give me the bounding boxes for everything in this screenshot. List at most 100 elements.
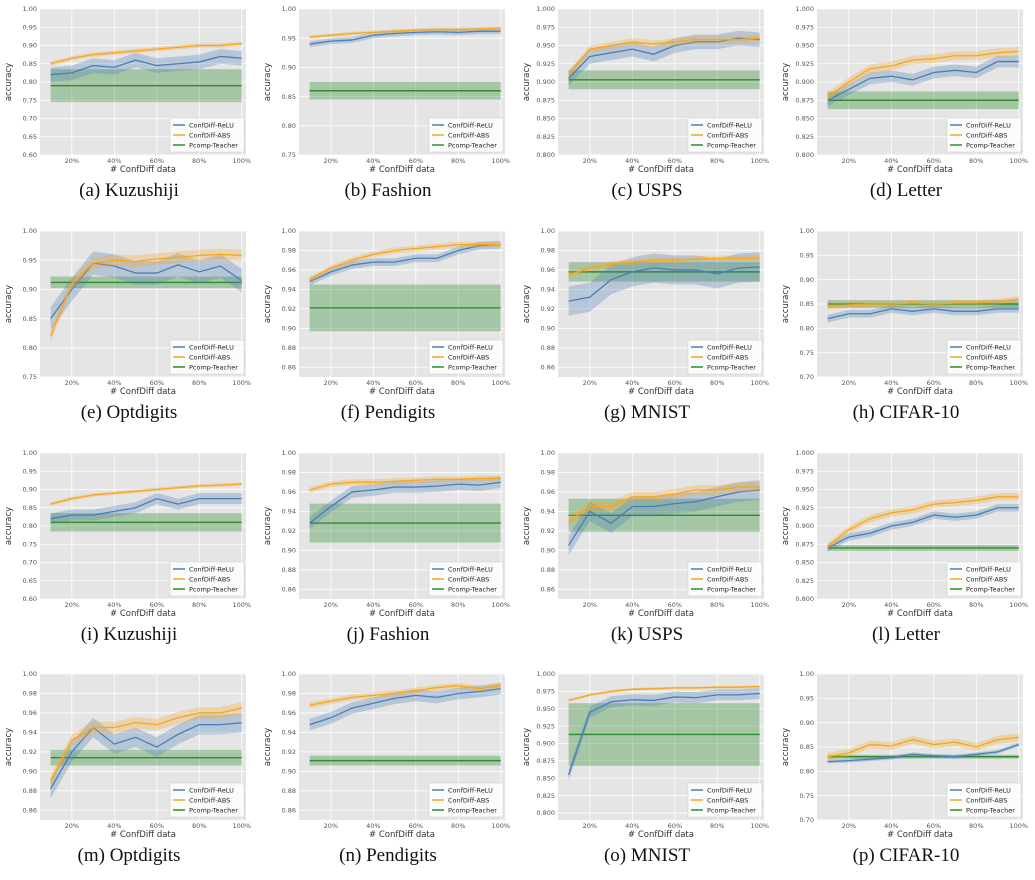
panel-caption: (j) Fashion	[346, 624, 430, 645]
x-tick-label: 60%	[927, 379, 941, 387]
confdiff-relu-line	[568, 489, 760, 546]
y-tick-label: 0.92	[541, 527, 555, 535]
y-tick-label: 1.00	[282, 670, 296, 678]
y-tick-label: 0.90	[23, 286, 37, 294]
x-axis-label: # ConfDiff data	[369, 165, 435, 175]
y-tick-label: 0.925	[795, 504, 814, 512]
x-axis-label: # ConfDiff data	[110, 165, 176, 175]
x-tick-label: 20%	[842, 379, 856, 387]
y-axis-label: accuracy	[781, 285, 791, 323]
legend-label: ConfDiff-ABS	[189, 796, 230, 804]
confdiff-relu-line	[568, 692, 760, 776]
confdiff-abs-line	[827, 298, 1019, 308]
y-tick-label: 0.94	[282, 286, 296, 294]
y-tick-label: 0.88	[23, 787, 37, 795]
confdiff-relu-band	[50, 712, 242, 799]
y-tick-label: 0.92	[282, 748, 296, 756]
legend-label: ConfDiff-ReLU	[707, 565, 752, 573]
panel-caption: (n) Pendigits	[339, 845, 437, 866]
x-tick-label: 40%	[366, 601, 380, 609]
x-axis-label: # ConfDiff data	[887, 830, 953, 840]
panel-caption: (f) Pendigits	[340, 402, 436, 423]
y-tick-label: 0.60	[23, 595, 37, 603]
confdiff-abs-line	[309, 243, 501, 281]
confdiff-abs-band	[568, 34, 760, 79]
x-axis-label: # ConfDiff data	[628, 830, 694, 840]
x-tick-label: 60%	[409, 379, 423, 387]
x-tick-label: 80%	[192, 601, 206, 609]
y-tick-label: 0.85	[23, 315, 37, 323]
panel-caption: (m) Optdigits	[77, 845, 181, 866]
confdiff-abs-line	[568, 486, 760, 522]
y-tick-label: 0.90	[282, 547, 296, 555]
chart-svg: 0.800 0.825 0.850 0.875 0.900 0.925 0.950 0.975…	[781, 449, 1028, 619]
x-tick-label: 80%	[451, 601, 465, 609]
x-tick-label: 100%	[232, 379, 251, 387]
y-tick-label: 0.90	[23, 486, 37, 494]
y-tick-label: 0.98	[541, 247, 555, 255]
y-tick-label: 0.70	[23, 559, 37, 567]
y-tick-label: 0.88	[282, 344, 296, 352]
confdiff-relu-line	[50, 55, 242, 76]
y-tick-label: 0.950	[795, 42, 814, 50]
confdiff-relu-band	[50, 49, 242, 82]
y-tick-label: 0.800	[795, 595, 814, 603]
panel-caption: (p) CIFAR-10	[852, 845, 960, 866]
y-tick-label: 0.950	[536, 705, 555, 713]
y-tick-label: 0.900	[536, 740, 555, 748]
legend-box	[687, 782, 763, 818]
x-tick-label: 100%	[750, 157, 769, 165]
y-tick-label: 0.875	[536, 757, 555, 765]
panel-caption: (c) USPS	[611, 180, 683, 201]
chart-panel: 0.800 0.825 0.850 0.875 0.900 0.925 0.950 0.975…	[777, 0, 1035, 215]
y-tick-label: 0.975	[795, 23, 814, 31]
y-tick-label: 0.875	[795, 540, 814, 548]
chart-svg: 0.60 0.65 0.70 0.75 0.80 0.85 0.90 0.95 1.00 20% 4…	[4, 5, 251, 175]
x-tick-label: 100%	[232, 601, 251, 609]
y-tick-label: 0.60	[23, 151, 37, 159]
chart-svg: 0.75 0.80 0.85 0.90 0.95 1.00 20% 40% 60% 80% 100%…	[263, 5, 510, 175]
y-tick-label: 0.90	[541, 547, 555, 555]
x-tick-label: 60%	[150, 157, 164, 165]
x-tick-label: 60%	[409, 822, 423, 830]
x-tick-label: 40%	[625, 379, 639, 387]
x-tick-label: 40%	[884, 601, 898, 609]
y-tick-label: 0.96	[282, 709, 296, 717]
x-axis-label: # ConfDiff data	[887, 165, 953, 175]
confdiff-abs-line	[50, 43, 242, 65]
y-tick-label: 1.00	[800, 227, 814, 235]
confdiff-relu-line	[827, 308, 1019, 320]
y-tick-label: 0.95	[800, 695, 814, 703]
y-tick-label: 1.00	[541, 449, 555, 457]
confdiff-abs-line	[568, 257, 760, 276]
y-tick-label: 1.000	[795, 5, 814, 13]
y-tick-label: 0.75	[23, 96, 37, 104]
chart-svg: 0.86 0.88 0.90 0.92 0.94 0.96 0.98 1.00 20% 40% 60…	[522, 449, 769, 619]
y-tick-label: 1.00	[23, 227, 37, 235]
y-tick-label: 0.94	[23, 729, 37, 737]
y-tick-label: 0.90	[282, 64, 296, 72]
panel-caption: (a) Kuzushiji	[79, 180, 179, 201]
confdiff-abs-line	[568, 37, 760, 76]
x-axis-label: # ConfDiff data	[628, 165, 694, 175]
x-tick-label: 100%	[491, 379, 510, 387]
y-tick-label: 0.94	[282, 508, 296, 516]
confdiff-abs-line	[827, 50, 1019, 98]
chart-panel: 0.70 0.75 0.80 0.85 0.90 0.95 1.00 20% 40% 60% 80%…	[777, 222, 1035, 437]
y-tick-label: 0.925	[536, 60, 555, 68]
y-tick-label: 0.96	[541, 266, 555, 274]
x-tick-label: 80%	[969, 379, 983, 387]
x-tick-label: 80%	[710, 157, 724, 165]
legend-label: ConfDiff-ABS	[448, 353, 489, 361]
chart-svg: 0.800 0.825 0.850 0.875 0.900 0.925 0.950 0.975…	[781, 5, 1028, 175]
y-tick-label: 0.95	[23, 256, 37, 264]
y-tick-label: 0.925	[536, 722, 555, 730]
y-axis-label: accuracy	[263, 63, 273, 101]
chart-panel: 0.86 0.88 0.90 0.92 0.94 0.96 0.98 1.00 20% 40% 60…	[0, 665, 258, 880]
y-tick-label: 0.80	[23, 522, 37, 530]
x-axis-label: # ConfDiff data	[369, 830, 435, 840]
y-axis-label: accuracy	[4, 285, 14, 323]
y-axis-label: accuracy	[522, 63, 532, 101]
x-tick-label: 40%	[107, 157, 121, 165]
y-tick-label: 0.86	[282, 585, 296, 593]
